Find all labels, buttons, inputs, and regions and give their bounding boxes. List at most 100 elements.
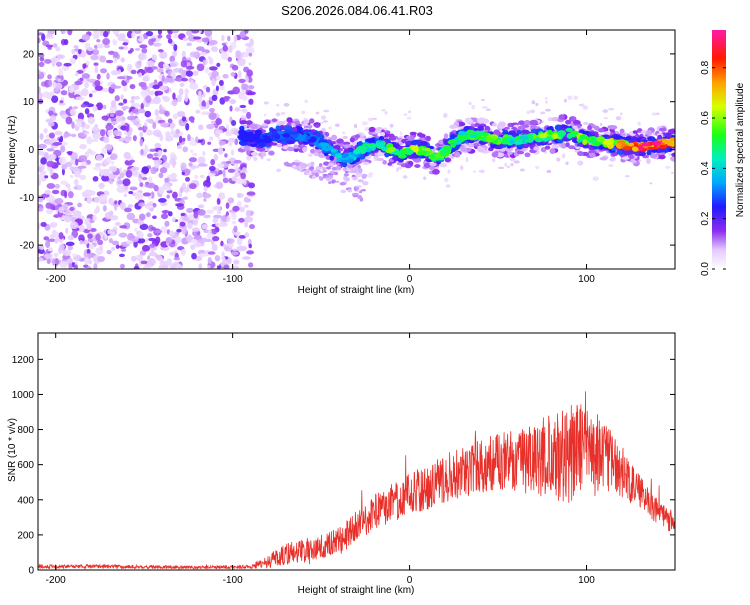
spectrogram-noise-blob xyxy=(649,182,653,185)
spectrogram-noise-blob xyxy=(526,110,531,115)
spectrogram-branch-blob xyxy=(345,177,350,182)
spectrogram-ridge-blob xyxy=(658,154,666,160)
spectrogram-branch-blob xyxy=(302,168,307,171)
spectrogram-noise-blob xyxy=(95,233,101,241)
spectrogram-noise-blob xyxy=(199,52,208,56)
spectrogram-noise-blob xyxy=(47,247,53,252)
spectrogram-noise-blob xyxy=(471,104,476,110)
spectrogram-ridge-blob xyxy=(277,120,285,126)
spectrogram-noise-blob xyxy=(102,205,107,212)
spectrogram-noise-blob xyxy=(55,46,61,52)
spectrogram-noise-blob xyxy=(139,250,147,256)
spectrogram-noise-blob xyxy=(88,259,92,265)
spectrogram-noise-blob xyxy=(146,182,156,189)
spectrogram-noise-blob xyxy=(142,192,152,197)
spectrogram-noise-blob xyxy=(118,33,126,38)
spectrogram-noise-blob xyxy=(93,262,98,269)
spectrogram-noise-blob xyxy=(42,40,50,47)
spectrogram-ridge-blob xyxy=(557,131,565,138)
spectrogram-ridge-blob xyxy=(357,140,363,147)
spectrogram-noise-blob xyxy=(185,70,194,77)
spectrogram-noise-blob xyxy=(54,198,64,205)
spectrogram-ridge-blob xyxy=(429,162,437,167)
spectrogram-noise-blob xyxy=(213,154,219,161)
spectrogram-noise-blob xyxy=(146,212,151,218)
spectrogram-noise-blob xyxy=(54,87,60,93)
spectrogram-ridge-blob xyxy=(568,145,576,150)
spectrogram-noise-blob xyxy=(163,148,167,153)
spectrogram-noise-blob xyxy=(243,51,249,58)
spectrogram-noise-blob xyxy=(179,82,185,87)
spectrogram-noise-blob xyxy=(230,180,236,184)
spectrogram-noise-blob xyxy=(202,37,210,43)
spectrogram-ridge-blob xyxy=(516,150,525,155)
spectrogram-noise-blob xyxy=(173,43,178,52)
spectrogram-ridge-blob xyxy=(321,146,328,151)
spectrogram-noise-blob xyxy=(108,178,114,185)
spectrogram-ridge-blob xyxy=(513,140,523,145)
spectrogram-noise-blob xyxy=(233,225,238,233)
spectrogram-noise-blob xyxy=(141,166,149,175)
spectrogram-noise-blob xyxy=(96,43,104,49)
spectrogram-noise-blob xyxy=(106,122,112,126)
spectrogram-noise-blob xyxy=(178,88,184,96)
spectrogram-ridge-blob xyxy=(314,149,321,153)
spectrogram-noise-blob xyxy=(651,112,657,116)
spectrogram-ridge-blob xyxy=(323,152,329,157)
spectrogram-noise-blob xyxy=(166,258,173,265)
spectrogram-noise-blob xyxy=(236,192,241,198)
spectrogram-noise-blob xyxy=(242,108,248,114)
spectrogram-noise-blob xyxy=(197,163,207,167)
spectrogram-ridge-blob xyxy=(293,144,299,149)
snr-x-tick-label: 0 xyxy=(407,575,413,586)
spectrogram-noise-blob xyxy=(92,49,100,56)
spectrogram-noise-blob xyxy=(39,244,44,251)
spectrogram-ridge-blob xyxy=(243,145,251,151)
spectrogram-noise-blob xyxy=(238,70,242,79)
spectrogram-noise-blob xyxy=(110,113,115,117)
spectrogram-noise-blob xyxy=(234,168,241,172)
spectrogram-x-tick-label: -100 xyxy=(223,274,243,285)
spectrogram-ridge-blob xyxy=(382,160,387,165)
spectrogram-noise-blob xyxy=(134,192,143,201)
spectrogram-ridge-blob xyxy=(354,134,360,139)
spectrogram-noise-blob xyxy=(275,104,280,107)
spectrogram-ridge-blob xyxy=(271,118,278,123)
spectrogram-noise-blob xyxy=(334,123,340,127)
spectrogram-noise-blob xyxy=(80,50,87,58)
spectrogram-x-tick-label: -200 xyxy=(46,274,66,285)
spectrogram-ridge-blob xyxy=(443,133,449,139)
spectrogram-noise-blob xyxy=(198,124,204,131)
spectrogram-noise-blob xyxy=(191,227,200,232)
spectrogram-noise-blob xyxy=(186,42,192,47)
spectrogram-noise-blob xyxy=(227,197,235,204)
snr-series-line xyxy=(38,391,675,570)
spectrogram-noise-blob xyxy=(127,50,133,54)
spectrogram-noise-blob xyxy=(242,83,249,91)
spectrogram-noise-blob xyxy=(218,170,223,175)
spectrogram-noise-blob xyxy=(216,163,225,168)
spectrogram-noise-blob xyxy=(58,232,64,240)
spectrogram-branch-blob xyxy=(335,169,341,172)
spectrogram-x-ticks: -200 -100 0 100 xyxy=(46,30,595,285)
spectrogram-noise-blob xyxy=(301,110,306,115)
spectrogram-noise-blob xyxy=(190,119,195,124)
spectrogram-noise-blob xyxy=(245,209,252,217)
spectrogram-noise-blob xyxy=(397,166,403,170)
spectrogram-branch-blob xyxy=(283,162,289,166)
spectrogram-noise-blob xyxy=(342,135,349,139)
spectrogram-noise-blob xyxy=(479,169,485,174)
spectrogram-noise-blob xyxy=(238,78,246,84)
spectrogram-noise-blob xyxy=(399,131,403,135)
spectrogram-ridge-blob xyxy=(646,150,652,156)
spectrogram-noise-blob xyxy=(152,121,157,130)
spectrogram-noise-blob xyxy=(113,51,119,58)
spectrogram-ridge-blob xyxy=(514,136,522,141)
spectrogram-ridge-blob xyxy=(533,146,540,151)
spectrogram-branch-blob xyxy=(325,177,330,181)
spectrogram-noise-blob xyxy=(239,104,247,109)
spectrogram-branch-blob xyxy=(320,170,325,174)
spectrogram-branch-blob xyxy=(318,163,323,168)
spectrogram-noise-blob xyxy=(190,238,198,244)
spectrogram-noise-blob xyxy=(248,62,252,66)
